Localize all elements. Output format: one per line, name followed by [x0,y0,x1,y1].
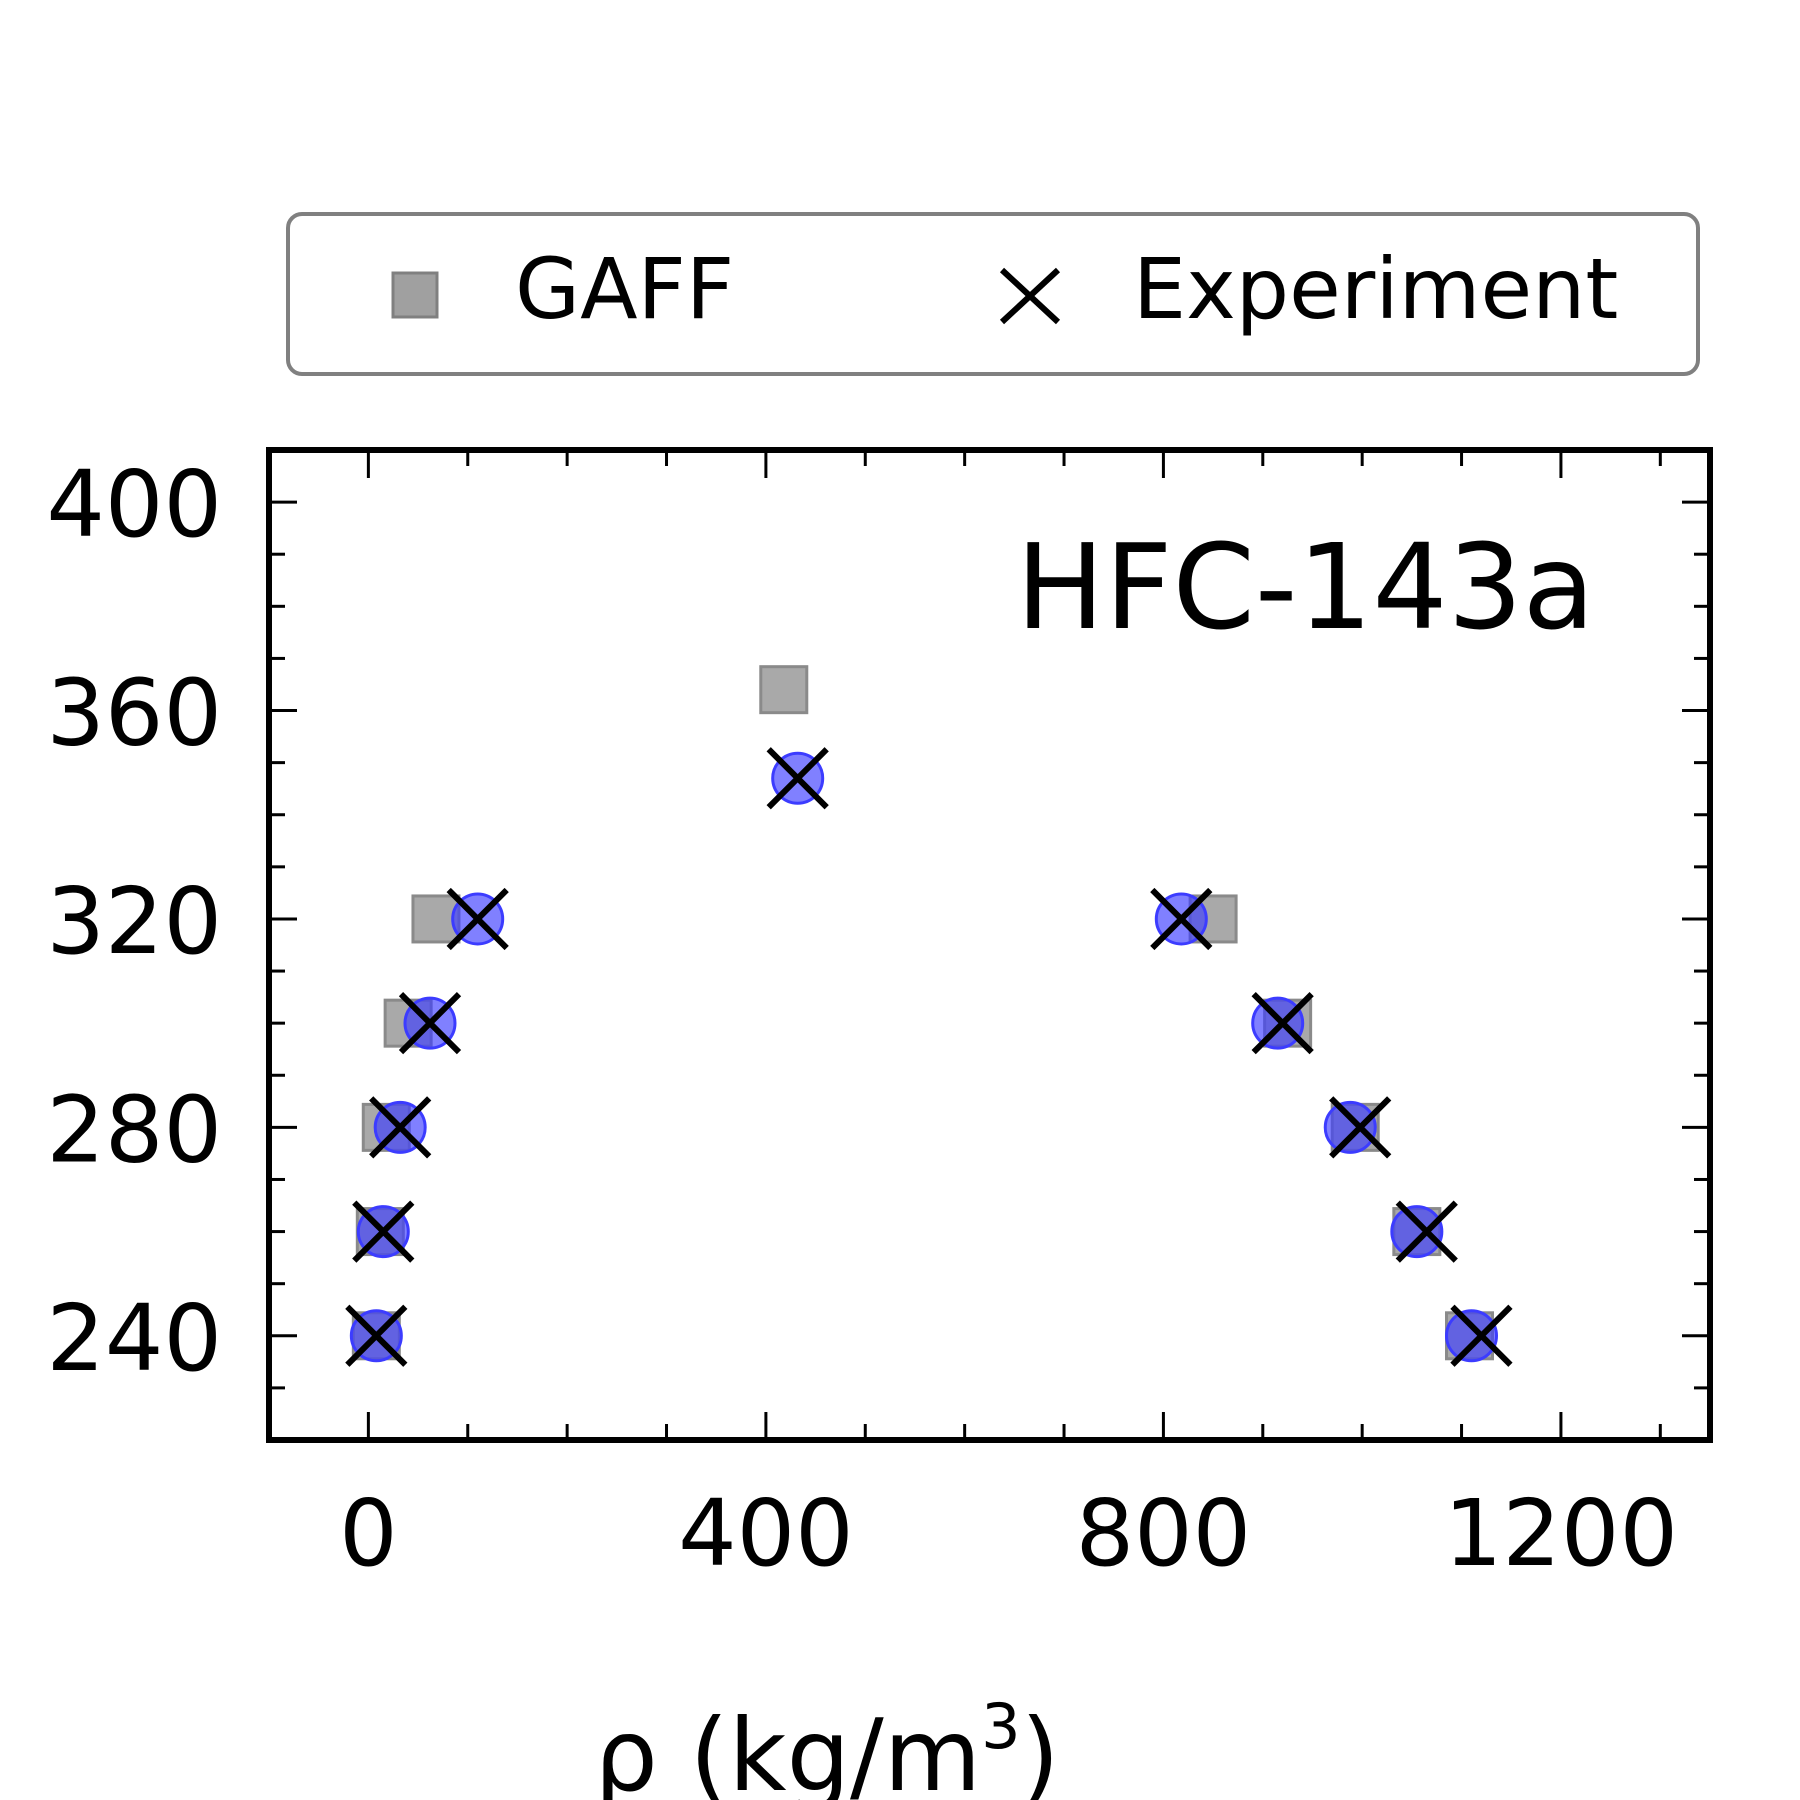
experiment-point-stroke [345,1304,408,1367]
x-axis-title-suffix: ) [1021,1697,1060,1800]
experiment-point [1395,1200,1458,1263]
blue-point [1251,996,1305,1050]
experiment-point [1150,887,1213,951]
experiment-point [446,887,509,951]
experiment-point-stroke [352,1200,415,1263]
blue-point [1323,1100,1377,1154]
tick-labels: 0 400 800 1200 240 280 320 360 400 [46,451,1678,1587]
x-axis-title-main: ρ (kg/m [594,1697,981,1800]
experiment-point [766,747,829,810]
x-tick-label: 400 [678,1480,854,1587]
markers [345,665,1513,1367]
legend-gaff-label: GAFF [515,240,734,338]
experiment-point [345,1304,408,1367]
experiment-point-stroke [1329,1096,1392,1159]
x-tick-label: 800 [1076,1480,1252,1587]
experiment-point-stroke [446,887,509,951]
x-axis-title: ρ (kg/m3) [594,1690,1059,1800]
x-tick-label: 1200 [1444,1480,1678,1587]
experiment-point [352,1200,415,1263]
legend-frame [286,212,1700,376]
experiment-point [398,992,462,1055]
y-tick-label: 240 [46,1285,222,1392]
gaff-point [759,665,809,715]
legend: GAFF Experiment [286,212,1700,376]
experiment-point-stroke [1395,1200,1458,1263]
y-tick-label: 400 [46,451,222,558]
ticks [269,450,1710,1440]
legend-experiment-marker [999,267,1061,325]
experiment-point-stroke [1450,1304,1513,1367]
blue-point [1444,1309,1498,1363]
y-tick-label: 280 [46,1076,222,1183]
experiment-point [1329,1096,1392,1159]
experiment-point [369,1096,432,1159]
y-tick-label: 360 [46,660,222,767]
experiment-point-stroke [766,747,829,810]
legend-experiment-label: Experiment [1133,240,1618,338]
experiment-point-stroke [369,1096,432,1159]
experiment-point [1251,992,1314,1055]
experiment-point-stroke [1251,992,1314,1055]
series-annotation: HFC-143a [1016,518,1595,656]
legend-gaff-marker [391,271,439,319]
experiment-point-stroke [1150,887,1213,951]
y-tick-label: 320 [46,868,222,975]
blue-point [1390,1205,1444,1259]
experiment-point [1450,1304,1513,1367]
experiment-point-stroke [398,992,462,1055]
x-tick-label: 0 [339,1480,398,1587]
x-axis-title-sup: 3 [981,1690,1020,1763]
gaff-point [411,894,461,944]
plot-frame [266,447,1713,1443]
